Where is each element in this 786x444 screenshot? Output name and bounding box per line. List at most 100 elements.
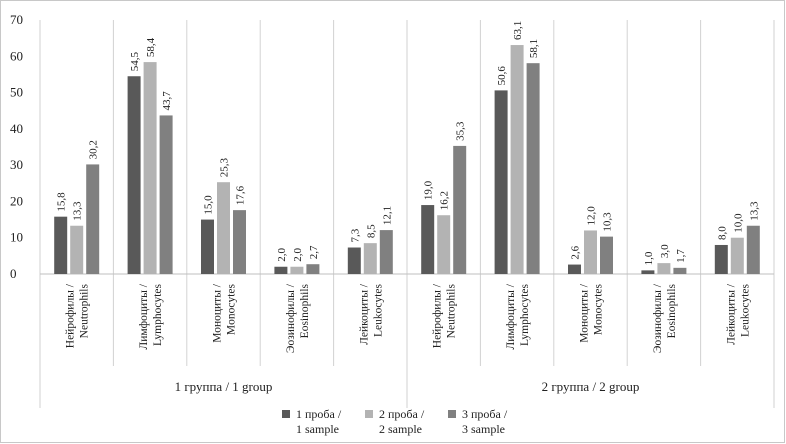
- y-tick-label: 30: [10, 157, 23, 172]
- bar: [714, 244, 728, 274]
- bar: [526, 63, 540, 275]
- y-tick-label: 0: [10, 266, 17, 281]
- category-label: Leukocytes: [739, 283, 751, 337]
- bar: [159, 115, 173, 274]
- data-label: 7,3: [349, 228, 361, 242]
- bar: [363, 243, 377, 274]
- bar: [306, 264, 320, 274]
- data-label: 1,0: [643, 251, 655, 265]
- category-label: Eosinophils: [299, 283, 311, 338]
- bar: [86, 164, 100, 274]
- bar: [70, 225, 84, 274]
- data-label: 8,0: [716, 226, 728, 240]
- data-label: 43,7: [161, 91, 173, 111]
- category-label: Neutrophils: [79, 283, 91, 338]
- legend-layer: 1 проба /1 sample 2 проба /2 sample 3 проб…: [282, 407, 508, 436]
- category-label: Monocytes: [226, 283, 238, 335]
- category-label: Эозинофилы /: [652, 283, 664, 353]
- bar: [730, 237, 744, 274]
- data-label: 16,2: [439, 191, 451, 210]
- bar: [494, 90, 508, 274]
- bar: [54, 216, 68, 274]
- y-tick-label: 20: [10, 193, 23, 208]
- legend-swatch: [365, 410, 373, 418]
- legend-label: 1 проба /: [296, 407, 342, 421]
- bar: [143, 62, 157, 274]
- y-tick-label: 10: [10, 230, 23, 245]
- bar: [746, 225, 760, 274]
- category-label: Нейрофилы /: [65, 283, 77, 348]
- category-label: Лейкоциты /: [358, 283, 370, 345]
- data-label: 12,0: [586, 206, 598, 226]
- data-label: 10,0: [732, 213, 744, 233]
- data-label: 2,0: [292, 247, 304, 261]
- legend-label: 1 sample: [296, 422, 339, 436]
- bar: [290, 266, 304, 274]
- data-label: 2,6: [570, 245, 582, 259]
- y-tick-label: 70: [10, 12, 23, 27]
- data-label: 12,1: [381, 206, 393, 225]
- category-label: Monocytes: [593, 283, 605, 335]
- bar: [347, 247, 361, 274]
- bar: [274, 266, 288, 274]
- data-label: 2,0: [276, 247, 288, 261]
- data-label: 17,6: [235, 185, 247, 205]
- data-label: 10,3: [602, 212, 614, 232]
- category-label: Leukocytes: [372, 283, 384, 337]
- data-label: 54,5: [129, 51, 141, 71]
- y-tick-label: 60: [10, 48, 23, 63]
- category-label: Моноциты /: [579, 283, 591, 343]
- category-label: Lymphocytes: [152, 283, 164, 345]
- data-label: 58,1: [528, 39, 540, 58]
- legend-swatch: [282, 410, 290, 418]
- bar: [127, 76, 141, 274]
- bar: [600, 236, 613, 274]
- data-label: 35,3: [455, 121, 467, 141]
- category-label: Нейрофилы /: [432, 283, 444, 348]
- data-label: 30,2: [88, 140, 100, 159]
- legend-label: 3 sample: [462, 422, 505, 436]
- category-label: Eosinophils: [666, 283, 678, 338]
- labels-layer: 15,8 54,5 15,0 2,0 7,3 19,0 50,6 2,6 1,0 8,0 13,3 5…: [56, 21, 761, 394]
- bar: [453, 145, 467, 274]
- category-label: Лейкоциты /: [725, 283, 737, 345]
- category-label: Lymphocytes: [519, 283, 531, 345]
- group-label: 1 группа / 1 group: [175, 379, 273, 394]
- data-label: 2,7: [308, 245, 320, 259]
- bar: [421, 205, 435, 274]
- bar: [379, 230, 393, 274]
- legend-label: 3 проба /: [462, 407, 508, 421]
- data-label: 15,8: [56, 192, 68, 212]
- bar: [657, 263, 671, 274]
- bar: [584, 230, 597, 274]
- data-label: 1,7: [675, 249, 687, 263]
- bar: [437, 215, 451, 274]
- data-label: 8,5: [365, 224, 377, 238]
- bar: [673, 267, 687, 274]
- bar: [201, 219, 214, 274]
- data-label: 25,3: [219, 157, 231, 177]
- data-label: 19,0: [423, 180, 435, 200]
- bars-layer: [54, 45, 760, 275]
- data-label: 58,4: [145, 37, 157, 57]
- category-label: Neutrophils: [446, 283, 458, 338]
- y-tick-label: 50: [10, 85, 23, 100]
- data-label: 13,3: [748, 201, 760, 221]
- bar: [233, 210, 246, 274]
- category-label: Эозинофилы /: [285, 283, 297, 353]
- bar: [568, 264, 581, 274]
- data-label: 63,1: [512, 21, 524, 40]
- data-label: 15,0: [203, 195, 215, 215]
- group-label: 2 группа / 2 group: [542, 379, 640, 394]
- legend-label: 2 проба /: [379, 407, 425, 421]
- bar: [641, 270, 655, 274]
- data-label: 13,3: [72, 201, 84, 221]
- category-label: Лимфоциты /: [505, 283, 517, 349]
- category-label: Моноциты /: [212, 283, 224, 343]
- legend-swatch: [448, 410, 456, 418]
- bar: [510, 45, 524, 275]
- data-label: 50,6: [496, 66, 508, 86]
- data-label: 3,0: [659, 244, 671, 258]
